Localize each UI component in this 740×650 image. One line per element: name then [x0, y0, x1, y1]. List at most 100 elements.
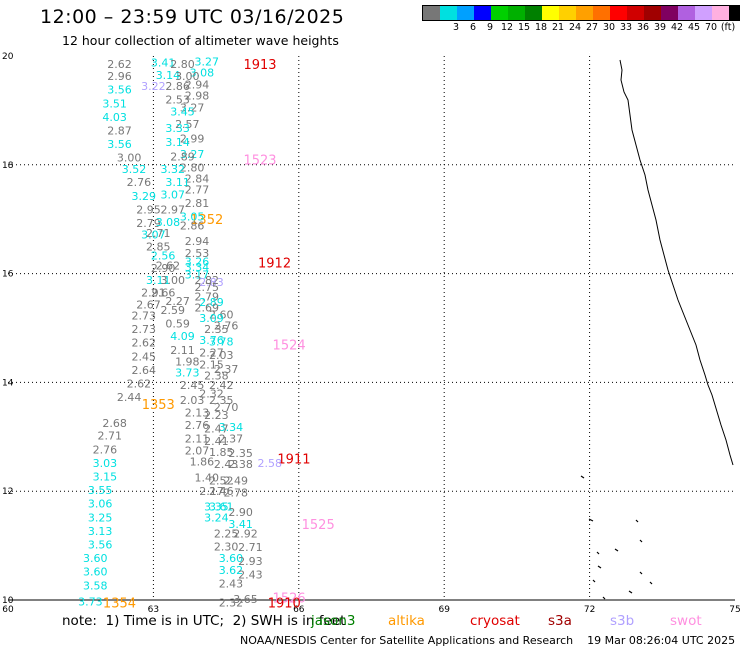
island-mark — [602, 596, 606, 600]
legend-swatch — [576, 6, 593, 20]
footer-note: note: 1) Time is in UTC; 2) SWH is in fe… — [62, 613, 346, 629]
wave-height-value: 2.87 — [107, 125, 132, 138]
wave-height-value: 2.96 — [107, 70, 132, 83]
legend-tick-label: 12 — [500, 22, 514, 33]
wave-height-value: 3.03 — [93, 457, 118, 470]
wave-height-value: 3.76 — [199, 334, 224, 347]
island-mark — [614, 548, 619, 552]
wave-height-value: 2.32 — [199, 387, 224, 400]
wave-height-value: 2.62 — [156, 259, 181, 272]
pass-label: 1352 — [190, 213, 223, 228]
y-tick-label: 12 — [2, 487, 13, 497]
wave-height-value: 2.62 — [127, 377, 152, 390]
wave-height-value: 3.55 — [88, 484, 113, 497]
wave-height-value: 2.45 — [131, 350, 156, 363]
wave-height-value: 2.64 — [131, 364, 156, 377]
wave-height-value: 2.35 — [209, 394, 234, 407]
wave-height-value: 3.32 — [161, 163, 186, 176]
wave-height-value: 2.43 — [214, 458, 239, 471]
wave-height-value: 3.14 — [165, 136, 190, 149]
wave-height-value: 2.52 — [209, 474, 234, 487]
wave-height-value: 3.58 — [83, 579, 108, 592]
wave-height-value: 2.60 — [209, 308, 234, 321]
legend-swatch — [610, 6, 627, 20]
island-mark — [592, 579, 596, 583]
legend-tick-label: 9 — [486, 22, 494, 33]
x-tick-label: 72 — [584, 605, 595, 615]
satellite-pass-labels: 1913 1523 1352 1912 1524 1353 1911 1525 1354 1526… — [103, 58, 335, 612]
wave-height-value: 2.97 — [161, 203, 186, 216]
wave-height-value: 2.07 — [185, 444, 210, 457]
pass-label: 1913 — [243, 58, 276, 73]
wave-height-value: 2.73 — [131, 323, 156, 336]
wave-height-value: 2.71 — [238, 541, 263, 554]
wave-height-value: 3.60 — [219, 552, 244, 565]
wave-height-value: 2.35 — [204, 323, 229, 336]
wave-height-value: 2.44 — [117, 391, 142, 404]
wave-height-value: 3.62 — [219, 564, 244, 577]
grid-lines — [8, 56, 735, 600]
wave-height-value: 4.03 — [102, 111, 127, 124]
pass-label: 1523 — [243, 153, 276, 168]
island-mark — [580, 475, 585, 479]
map-subtitle: 12 hour collection of altimeter wave hei… — [62, 33, 339, 48]
footer-credit: NOAA/NESDIS Center for Satellite Applica… — [240, 634, 736, 647]
island-mark — [649, 581, 653, 585]
legend-color-bar — [422, 5, 740, 21]
wave-height-value: 2.41 — [204, 435, 229, 448]
wave-height-value: 2.93 — [238, 555, 263, 568]
wave-height-value: 3.00 — [175, 70, 200, 83]
wave-height-value: 2.11 — [170, 344, 195, 357]
legend-tick-label: 18 — [534, 22, 548, 33]
wave-height-value: 2.90 — [151, 262, 176, 275]
x-tick-label: 75 — [729, 605, 740, 615]
wave-height-value: 3.60 — [83, 552, 108, 565]
pass-label: 1910 — [268, 597, 301, 612]
x-tick-label: 66 — [293, 605, 305, 615]
wave-height-value: 3.73 — [78, 596, 103, 609]
pass-label: 1353 — [142, 398, 175, 413]
wave-height-value: 2.94 — [185, 235, 210, 248]
wave-height-value: 2.94 — [185, 78, 210, 91]
y-tick-label: 10 — [2, 596, 14, 606]
legend-tick-label: 3 — [452, 22, 460, 33]
wave-height-value: 2.25 — [214, 528, 239, 541]
wave-height-value: 2.32 — [219, 597, 244, 610]
wave-height-value: 3.06 — [88, 498, 113, 511]
legend-tick-label: 42 — [670, 22, 684, 33]
wave-height-value: 2.17 — [199, 485, 224, 498]
wave-height-value: 2.49 — [224, 474, 249, 487]
wave-height-value: 3.60 — [83, 566, 108, 579]
wave-height-value: 3.08 — [190, 66, 215, 79]
legend-tick-label: 39 — [653, 22, 667, 33]
wave-height-value: 3.26 — [185, 256, 210, 269]
wave-height-value: 2.37 — [219, 432, 244, 445]
legend-tick-label: 70 — [704, 22, 718, 33]
legend-swatch — [729, 6, 740, 20]
legend-swatch — [678, 6, 695, 20]
wave-height-value: 2.13 — [185, 406, 210, 419]
wave-height-value: 2.15 — [199, 358, 224, 371]
wave-height-value: 2.62 — [107, 58, 132, 71]
pass-label: 1525 — [302, 518, 335, 533]
x-tick-label: 60 — [2, 605, 14, 615]
legend-swatch — [695, 6, 712, 20]
wave-height-value: 2.76 — [127, 176, 152, 189]
wave-height-value: 2.84 — [185, 172, 210, 185]
mission-label-s3a: s3a — [548, 613, 572, 629]
wave-height-value: 3.00 — [117, 152, 142, 165]
wave-height-value: 3.24 — [204, 511, 229, 524]
wave-height-value: 3.56 — [107, 138, 132, 151]
wave-height-value: 2.53 — [185, 247, 210, 260]
legend-tick-label: 36 — [636, 22, 650, 33]
wave-height-value: 2.30 — [214, 541, 239, 554]
wave-height-value: 2.70 — [214, 401, 239, 414]
wave-height-value: 2.27 — [199, 346, 224, 359]
wave-height-value: 2.23 — [204, 409, 229, 422]
wave-height-value: 2.89 — [199, 296, 224, 309]
wave-height-value: 2.81 — [185, 197, 210, 210]
wave-height-value: 1.98 — [175, 356, 200, 369]
wave-height-value: 2.76 — [185, 419, 210, 432]
wave-height-value: 2.86 — [180, 220, 205, 233]
